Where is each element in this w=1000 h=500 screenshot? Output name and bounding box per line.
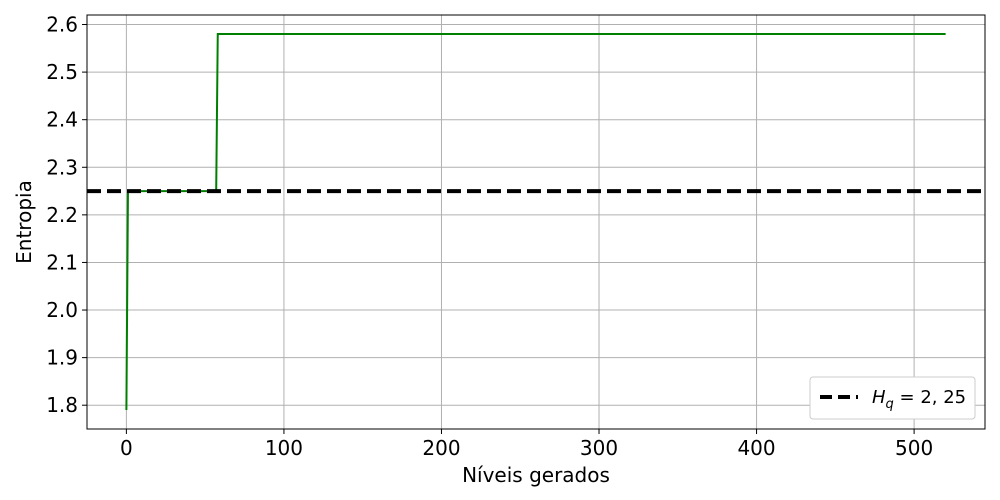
ticks: 0 100 200 300 400 500 1.8 1.9 2.0 2.1 2.2 2.3 2.4 2.5…: [46, 13, 933, 460]
series-layer: [87, 33, 985, 410]
x-tick-label: 500: [895, 436, 933, 460]
y-tick-label: 2.6: [46, 13, 78, 37]
y-tick-label: 2.4: [46, 108, 78, 132]
y-tick-label: 1.8: [46, 393, 78, 417]
y-tick-label: 2.3: [46, 155, 78, 179]
y-tick-label: 2.0: [46, 298, 78, 322]
y-axis-label: Entropia: [12, 180, 36, 264]
grid: [87, 15, 985, 429]
entropy-series-line: [125, 33, 946, 410]
legend: Hq = 2, 25: [809, 376, 976, 420]
legend-label: Hq = 2, 25: [872, 387, 966, 412]
x-tick-label: 400: [737, 436, 775, 460]
plot-frame: [86, 14, 986, 430]
x-axis-label: Níveis gerados: [462, 463, 610, 487]
x-tick-label: 200: [422, 436, 460, 460]
y-tick-label: 2.2: [46, 203, 78, 227]
legend-box: [809, 376, 976, 420]
y-tick-label: 2.1: [46, 250, 78, 274]
x-tick-label: 300: [580, 436, 618, 460]
x-tick-label: 0: [120, 436, 133, 460]
x-tick-label: 100: [265, 436, 303, 460]
y-tick-label: 1.9: [46, 346, 78, 370]
y-tick-label: 2.5: [46, 60, 78, 84]
